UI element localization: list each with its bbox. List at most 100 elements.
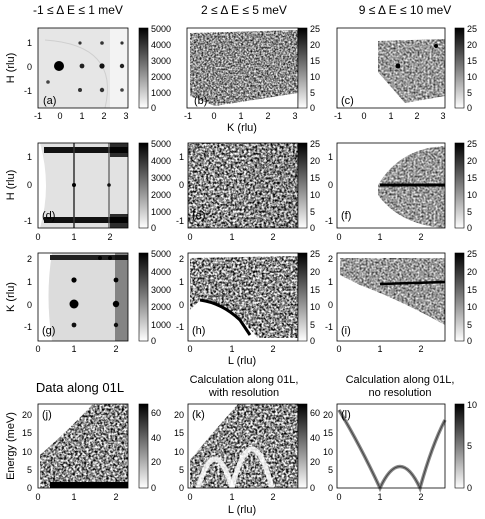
title-j: Data along 01L — [36, 380, 124, 395]
colorbar-j-tick-60: 60 — [151, 408, 161, 418]
row3h-xtick-1: 1 — [229, 344, 234, 354]
row3-xlabel: L (rlu) — [228, 355, 256, 367]
row3h-ytick-2: 2 — [179, 254, 184, 264]
colorbar-g-tick-1000: 1000 — [151, 320, 171, 330]
panel-c: (c) — [336, 27, 446, 109]
colorbar-e-tick-15: 15 — [310, 173, 320, 183]
row3g-xtick-2: 2 — [113, 344, 118, 354]
panel-d-background — [40, 143, 128, 228]
colorbar-i-tick-20: 20 — [467, 267, 477, 277]
row3i-ytick-m1: -1 — [325, 322, 333, 332]
row4k-ytick-15: 15 — [174, 428, 184, 438]
colorbar-h-tick-10: 10 — [310, 302, 320, 312]
peak-d-2 — [107, 183, 111, 187]
colorbar-i-tick-15: 15 — [467, 285, 477, 295]
line-i — [379, 280, 446, 286]
colorbar-g-tick-2000: 2000 — [151, 302, 171, 312]
row1b-xtick-1: 1 — [238, 111, 243, 121]
colorbar-c-tick-5: 5 — [467, 88, 472, 98]
row3i-ytick-0: 0 — [328, 300, 333, 310]
panel-label-i: (i) — [341, 325, 351, 337]
peak-g-5 — [112, 300, 120, 308]
peak-a-8 — [78, 88, 82, 92]
row4l-xtick-1: 1 — [377, 492, 382, 502]
row3g-xtick-1: 1 — [71, 344, 76, 354]
row1a-xtick-m1: -1 — [34, 111, 42, 121]
colorbar-i-tick-10: 10 — [467, 302, 477, 312]
row2e-xtick-2: 2 — [270, 232, 275, 242]
panel-g-background — [38, 253, 128, 341]
panel-a-edge-fade — [110, 28, 128, 108]
colorbar-f: 25 20 15 10 5 0 — [454, 139, 477, 233]
peak-a-10 — [120, 88, 124, 92]
panel-g: (g) — [37, 252, 129, 342]
colorbar-f-tick-5: 5 — [467, 207, 472, 217]
colorbar-a-tick-2000: 2000 — [151, 72, 171, 82]
colorbar-f-bar — [454, 142, 465, 229]
colorbar-e-tick-20: 20 — [310, 156, 320, 166]
row4l-xtick-2: 2 — [418, 492, 423, 502]
panel-e: (e) — [187, 142, 299, 229]
peak-a-9 — [99, 87, 105, 93]
colorbar-l: 10 5 0 — [454, 400, 477, 493]
panel-g-frame — [37, 252, 129, 342]
panel-g-mask — [38, 253, 52, 341]
band-d-top — [44, 147, 128, 153]
panel-b-noise — [190, 30, 298, 106]
panel-c-frame — [336, 27, 446, 109]
row3-ylabel: K (rlu) — [5, 282, 17, 312]
row3-ytick-2: 2 — [27, 254, 32, 264]
peak-c-1 — [395, 63, 401, 69]
row3i-xtick-2: 2 — [418, 344, 423, 354]
row4l-ytick-10: 10 — [323, 447, 333, 457]
panel-e-noise — [188, 143, 298, 228]
row3i-xtick-0: 0 — [336, 344, 341, 354]
row3i-ytick-1: 1 — [328, 277, 333, 287]
colorbar-d-tick-5000: 5000 — [151, 139, 171, 149]
row1b-xtick-m1: -1 — [184, 111, 192, 121]
panel-b: (b) — [186, 27, 299, 109]
panel-e-right-shade — [250, 143, 298, 228]
panel-l-background — [337, 404, 445, 488]
row2e-xtick-0: 0 — [187, 232, 192, 242]
row3i-ytick-2: 2 — [328, 254, 333, 264]
colorbar-b: 25 20 15 10 5 0 — [297, 24, 320, 113]
colorbar-g-tick-4000: 4000 — [151, 267, 171, 277]
peak-d-1 — [72, 183, 76, 187]
colorbar-h-tick-25: 25 — [310, 249, 320, 259]
colorbar-k-tick-20: 20 — [310, 457, 320, 467]
colorbar-a-bar — [138, 27, 149, 109]
column-title-3: 9 ≤ Δ E ≤ 10 meV — [359, 3, 452, 17]
row4k-xtick-0: 0 — [187, 492, 192, 502]
colorbar-l-tick-0: 0 — [467, 483, 472, 493]
row1-ytick-m1: -1 — [24, 86, 32, 96]
row2d-xtick-1: 1 — [71, 232, 76, 242]
row4j-ytick-20: 20 — [22, 410, 32, 420]
colorbar-c-bar — [454, 27, 465, 109]
panel-label-l: (l) — [341, 409, 351, 421]
row1-xlabel: K (rlu) — [227, 122, 257, 134]
colorbar-d-tick-1000: 1000 — [151, 207, 171, 217]
panel-h: (h) — [187, 252, 299, 342]
row2e-xtick-1: 1 — [229, 232, 234, 242]
row1a-xtick-1: 1 — [79, 111, 84, 121]
colorbar-b-tick-15: 15 — [310, 56, 320, 66]
dispersion-l-core — [338, 409, 446, 490]
row3h-xtick-0: 0 — [187, 344, 192, 354]
colorbar-c-tick-15: 15 — [467, 56, 477, 66]
row3-ytick-0: 0 — [27, 300, 32, 310]
title-l-line2: no resolution — [369, 387, 432, 399]
panel-i: (i) — [336, 252, 446, 342]
row4j-xtick-2: 2 — [113, 492, 118, 502]
colorbar-k-tick-0: 0 — [310, 483, 315, 493]
band-d-right-top — [110, 143, 128, 157]
colorbar-g-tick-3000: 3000 — [151, 285, 171, 295]
colorbar-l-tick-10: 10 — [467, 400, 477, 410]
colorbar-j-tick-20: 20 — [151, 457, 161, 467]
dispersion-k-1 — [195, 456, 235, 489]
row3-ytick-m1: -1 — [24, 322, 32, 332]
peak-a-2 — [78, 41, 82, 45]
row4-ylabel: Energy (meV) — [5, 412, 17, 480]
title-k-line1: Calculation along 01L, — [190, 374, 299, 386]
